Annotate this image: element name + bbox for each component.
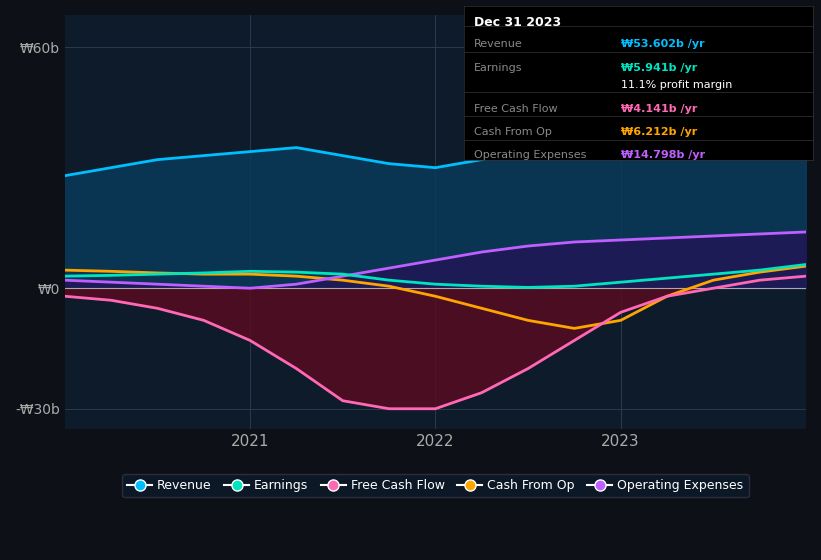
Text: Operating Expenses: Operating Expenses (475, 151, 587, 160)
Text: ₩4.141b /yr: ₩4.141b /yr (621, 104, 697, 114)
Legend: Revenue, Earnings, Free Cash Flow, Cash From Op, Operating Expenses: Revenue, Earnings, Free Cash Flow, Cash … (122, 474, 749, 497)
Text: Cash From Op: Cash From Op (475, 127, 553, 137)
Text: Earnings: Earnings (475, 63, 523, 73)
Text: Dec 31 2023: Dec 31 2023 (475, 16, 562, 29)
Text: ₩14.798b /yr: ₩14.798b /yr (621, 151, 705, 160)
Text: Free Cash Flow: Free Cash Flow (475, 104, 558, 114)
Text: ₩5.941b /yr: ₩5.941b /yr (621, 63, 697, 73)
Text: ₩6.212b /yr: ₩6.212b /yr (621, 127, 697, 137)
Text: ₩53.602b /yr: ₩53.602b /yr (621, 39, 704, 49)
Text: Revenue: Revenue (475, 39, 523, 49)
Text: 11.1% profit margin: 11.1% profit margin (621, 80, 732, 90)
